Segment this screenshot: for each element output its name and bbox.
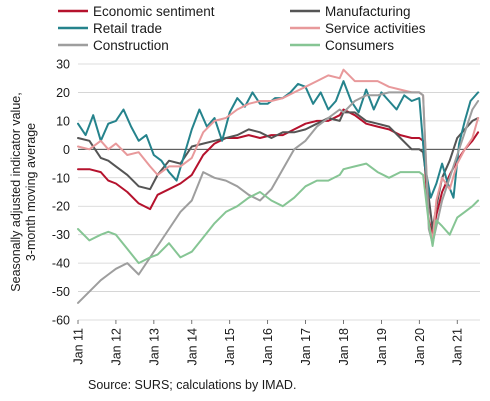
y-tick-label: -20 xyxy=(52,200,70,214)
legend-label: Manufacturing xyxy=(325,4,411,19)
y-tick-label: -40 xyxy=(52,257,70,271)
x-tick-label: Jan 16 xyxy=(261,328,275,366)
source-note: Source: SURS; calculations by IMAD. xyxy=(88,378,297,392)
x-tick-label: Jan 21 xyxy=(451,328,465,366)
legend: Economic sentiment Manufacturing Retail tr… xyxy=(58,4,426,53)
legend-label: Construction xyxy=(93,38,169,53)
y-tick-label: -50 xyxy=(52,285,70,299)
x-tick-label: Jan 18 xyxy=(337,328,351,366)
legend-item: Economic sentiment xyxy=(58,4,215,19)
y-axis-ticks: -60 -50 -40 -30 -20 -10 0 10 20 30 xyxy=(52,58,70,328)
series-line-construction xyxy=(77,91,480,304)
series-line-consumers xyxy=(77,162,480,265)
y-tick-label: 10 xyxy=(56,114,70,128)
series-line-manufacturing xyxy=(77,111,480,230)
x-tick-label: Jan 12 xyxy=(109,328,123,366)
y-axis-title-line: 3-month moving average xyxy=(24,123,38,261)
legend-item: Service activities xyxy=(290,21,426,36)
legend-item: Retail trade xyxy=(58,21,162,36)
x-tick-label: Jan 19 xyxy=(375,328,389,366)
x-tick-label: Jan 20 xyxy=(413,328,427,366)
x-tick-label: Jan 17 xyxy=(299,328,313,366)
x-tick-label: Jan 15 xyxy=(223,328,237,366)
y-tick-label: -30 xyxy=(52,228,70,242)
legend-label: Retail trade xyxy=(93,21,162,36)
legend-label: Consumers xyxy=(325,38,394,53)
legend-label: Economic sentiment xyxy=(93,4,215,19)
legend-item: Construction xyxy=(58,38,169,53)
legend-item: Consumers xyxy=(290,38,394,53)
legend-item: Manufacturing xyxy=(290,4,411,19)
y-axis-title: Seasonally adjusted indicator value, 3-mo… xyxy=(9,92,38,291)
y-axis-title-line: Seasonally adjusted indicator value, xyxy=(9,92,23,291)
y-tick-label: 0 xyxy=(63,143,70,157)
y-tick-label: -10 xyxy=(52,171,70,185)
x-axis-ticks: Jan 11 Jan 12 Jan 13 Jan 14 Jan 15 Jan 16 Jan … xyxy=(72,320,465,366)
series-layer xyxy=(77,68,480,304)
x-tick-label: Jan 13 xyxy=(147,328,161,366)
y-tick-label: 20 xyxy=(56,86,70,100)
x-tick-label: Jan 11 xyxy=(72,328,86,365)
x-tick-label: Jan 14 xyxy=(185,328,199,366)
y-tick-label: 30 xyxy=(56,58,70,72)
legend-label: Service activities xyxy=(325,21,426,36)
y-tick-label: -60 xyxy=(52,314,70,328)
series-line-service-activities xyxy=(77,68,480,242)
